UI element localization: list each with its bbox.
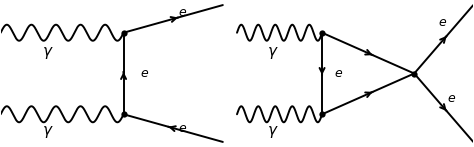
Text: $\gamma$: $\gamma$ — [266, 124, 278, 140]
Text: $e$: $e$ — [140, 67, 149, 80]
Text: $e$: $e$ — [438, 16, 447, 29]
Text: $\gamma$: $\gamma$ — [266, 45, 278, 61]
Text: $\gamma$: $\gamma$ — [42, 45, 54, 61]
Text: $e$: $e$ — [447, 92, 456, 105]
Text: $e$: $e$ — [334, 67, 343, 80]
Text: $e$: $e$ — [178, 6, 187, 19]
Text: $e$: $e$ — [178, 122, 187, 135]
Text: $\gamma$: $\gamma$ — [42, 124, 54, 140]
